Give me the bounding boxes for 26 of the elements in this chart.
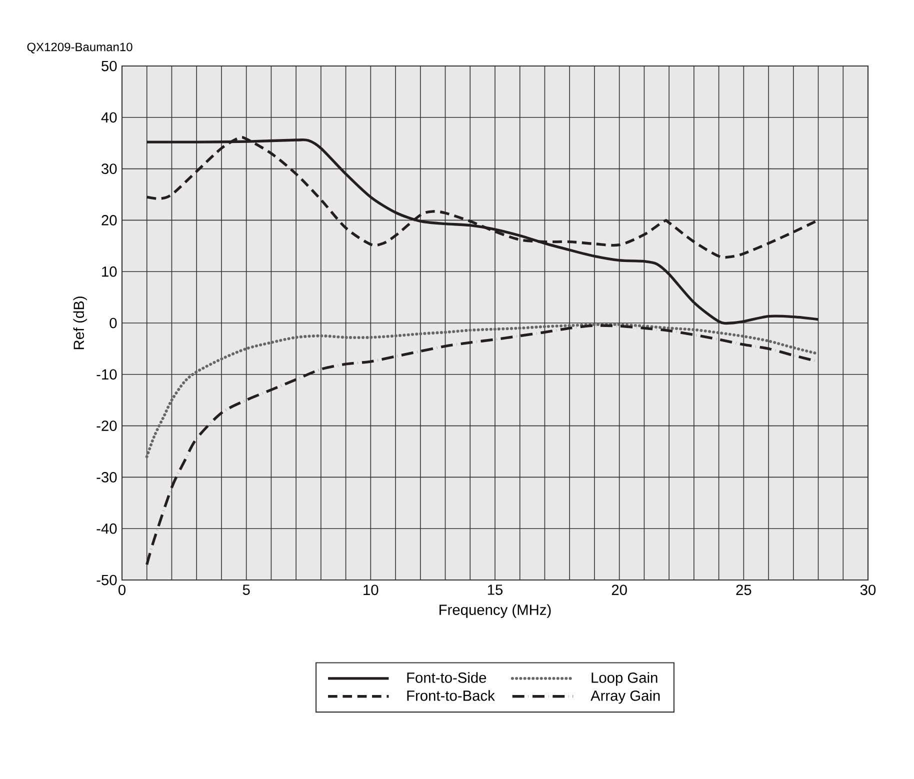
x-tick-label: 20 bbox=[612, 584, 627, 596]
legend-label: Array Gain bbox=[590, 690, 660, 704]
y-tick-label: 10 bbox=[102, 266, 117, 277]
legend-label: Font-to-Side bbox=[407, 672, 486, 683]
y-tick-label: 50 bbox=[102, 60, 117, 72]
legend-label: Front-to-Back bbox=[407, 690, 495, 701]
y-tick-label: 0 bbox=[110, 318, 117, 328]
text: QX1209-Bauman10 bbox=[27, 42, 132, 54]
y-tick-label: 40 bbox=[101, 112, 117, 123]
x-tick-label: 10 bbox=[364, 584, 378, 596]
y-tick-label: -30 bbox=[96, 472, 117, 482]
x-axis-title: Frequency (MHz) bbox=[440, 604, 551, 618]
y-tick-label: 30 bbox=[102, 164, 117, 174]
y-tick-label: -50 bbox=[96, 574, 117, 586]
line-series bbox=[146, 138, 820, 325]
x-tick-label: 30 bbox=[860, 584, 876, 596]
x-tick-label: 0 bbox=[118, 584, 126, 596]
y-tick-label: -20 bbox=[96, 420, 117, 431]
y-tick-label: -40 bbox=[96, 523, 117, 534]
x-tick-label: 15 bbox=[488, 584, 503, 595]
y-tick-label: 20 bbox=[102, 215, 117, 226]
x-tick-label: 5 bbox=[242, 584, 250, 595]
y-axis-title: Ref (dB) bbox=[73, 296, 87, 350]
legend-label: Loop Gain bbox=[592, 672, 658, 686]
y-tick-label: -10 bbox=[96, 369, 117, 380]
x-tick-label: 25 bbox=[736, 584, 752, 596]
